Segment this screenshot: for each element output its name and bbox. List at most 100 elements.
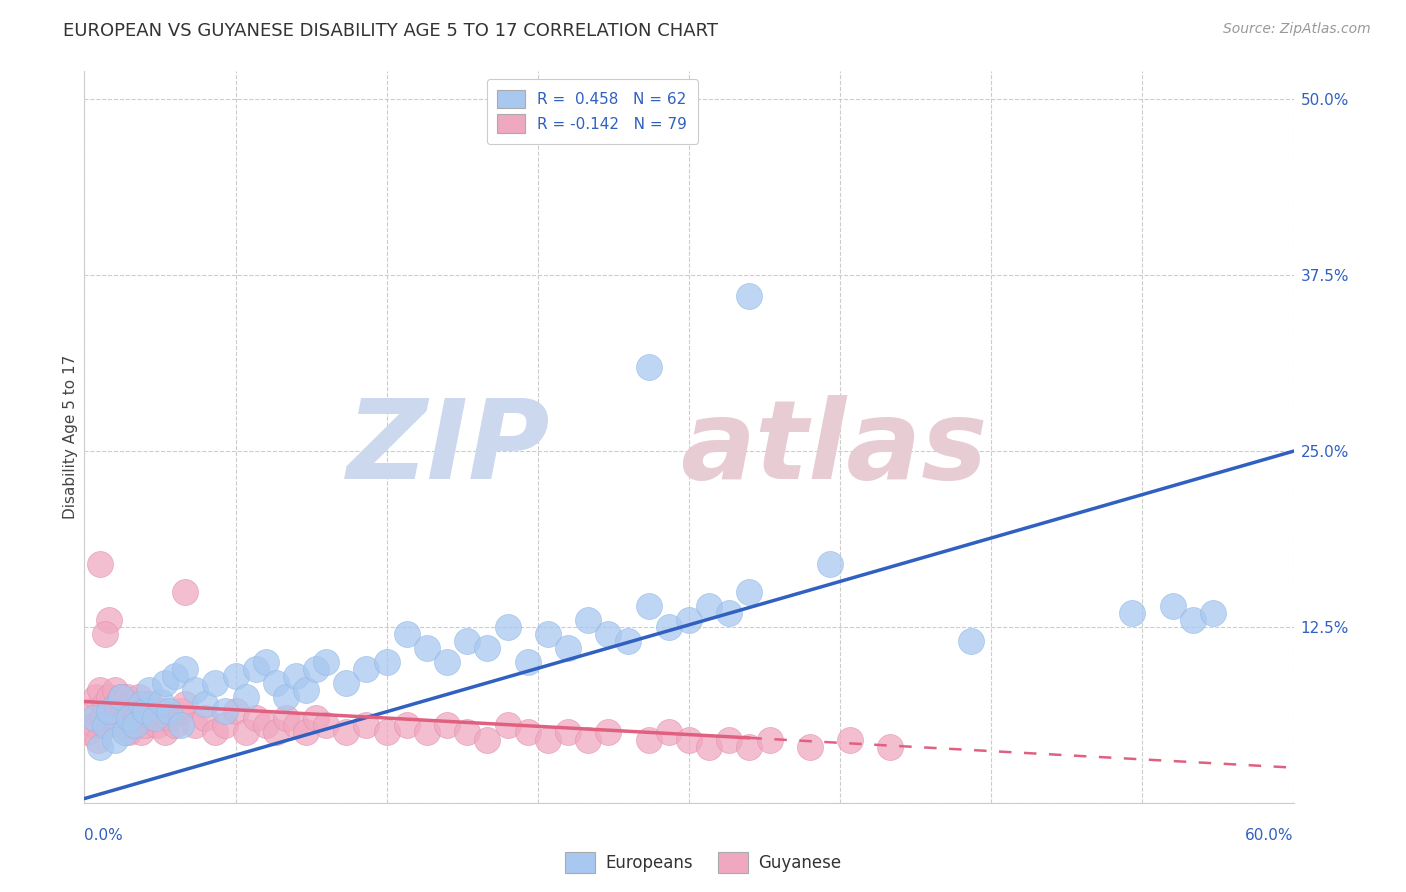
Point (82, 705, 104, 719)
Point (456, 725, 478, 739)
Point (305, 711, 328, 725)
Point (598, 725, 620, 739)
Point (335, 725, 357, 739)
Point (204, 725, 226, 739)
Point (97, 613, 120, 627)
Point (174, 698, 197, 712)
Point (129, 725, 152, 739)
Point (143, 711, 166, 725)
Point (149, 705, 172, 719)
Point (285, 718, 308, 732)
Point (225, 669, 247, 683)
Point (121, 718, 143, 732)
Point (214, 718, 236, 732)
Point (93, 627, 115, 641)
Point (516, 725, 538, 739)
Point (678, 732, 700, 747)
Point (738, 739, 761, 754)
Point (138, 698, 160, 712)
Point (1161, 599, 1184, 613)
Point (697, 739, 720, 754)
Point (105, 698, 128, 712)
Point (204, 676, 226, 690)
Point (516, 655, 538, 669)
Point (97, 705, 120, 719)
Point (194, 698, 217, 712)
Point (184, 683, 207, 698)
Point (617, 634, 640, 648)
Point (107, 718, 129, 732)
Point (225, 705, 247, 719)
Point (315, 718, 337, 732)
Point (557, 641, 579, 656)
Point (134, 705, 156, 719)
Point (637, 359, 659, 374)
Point (718, 606, 741, 620)
Point (477, 641, 499, 656)
Point (1181, 613, 1204, 627)
Text: 0.0%: 0.0% (84, 829, 124, 844)
Point (537, 732, 560, 747)
Text: ZIP: ZIP (346, 394, 550, 501)
Y-axis label: Disability Age 5 to 17: Disability Age 5 to 17 (63, 355, 77, 519)
Point (637, 599, 659, 613)
Point (697, 599, 720, 613)
Point (305, 662, 328, 676)
Point (839, 732, 862, 747)
Point (132, 705, 155, 719)
Point (115, 690, 138, 705)
Point (83, 711, 105, 725)
Point (87, 732, 110, 747)
Point (718, 732, 741, 747)
Point (97, 690, 120, 705)
Point (315, 655, 337, 669)
Point (235, 690, 257, 705)
Point (214, 705, 236, 719)
Point (118, 725, 141, 739)
Point (416, 641, 439, 656)
Point (104, 732, 127, 747)
Point (557, 725, 579, 739)
Point (153, 725, 176, 739)
Point (93, 718, 115, 732)
Point (576, 732, 599, 747)
Point (128, 690, 150, 705)
Point (395, 627, 418, 641)
Point (456, 634, 478, 648)
Point (153, 676, 176, 690)
Point (496, 718, 519, 732)
Point (89, 557, 111, 571)
Text: 60.0%: 60.0% (1246, 829, 1294, 844)
Point (477, 732, 499, 747)
Point (245, 711, 267, 725)
Point (110, 690, 132, 705)
Point (395, 718, 418, 732)
Text: EUROPEAN VS GUYANESE DISABILITY AGE 5 TO 17 CORRELATION CHART: EUROPEAN VS GUYANESE DISABILITY AGE 5 TO… (63, 22, 718, 40)
Point (157, 705, 180, 719)
Point (77, 725, 100, 739)
Point (879, 739, 901, 754)
Point (799, 739, 821, 754)
Point (86, 690, 108, 705)
Point (254, 655, 277, 669)
Point (254, 718, 277, 732)
Point (356, 718, 378, 732)
Point (235, 725, 257, 739)
Point (295, 725, 318, 739)
Legend: Europeans, Guyanese: Europeans, Guyanese (558, 846, 848, 880)
Point (184, 718, 207, 732)
Point (295, 683, 318, 698)
Point (114, 711, 136, 725)
Point (134, 718, 156, 732)
Point (960, 634, 983, 648)
Point (100, 705, 122, 719)
Point (89, 739, 111, 754)
Point (91, 711, 114, 725)
Point (129, 698, 152, 712)
Point (658, 725, 681, 739)
Point (598, 627, 620, 641)
Point (356, 662, 378, 676)
Point (1121, 606, 1143, 620)
Point (149, 694, 172, 708)
Point (104, 683, 127, 698)
